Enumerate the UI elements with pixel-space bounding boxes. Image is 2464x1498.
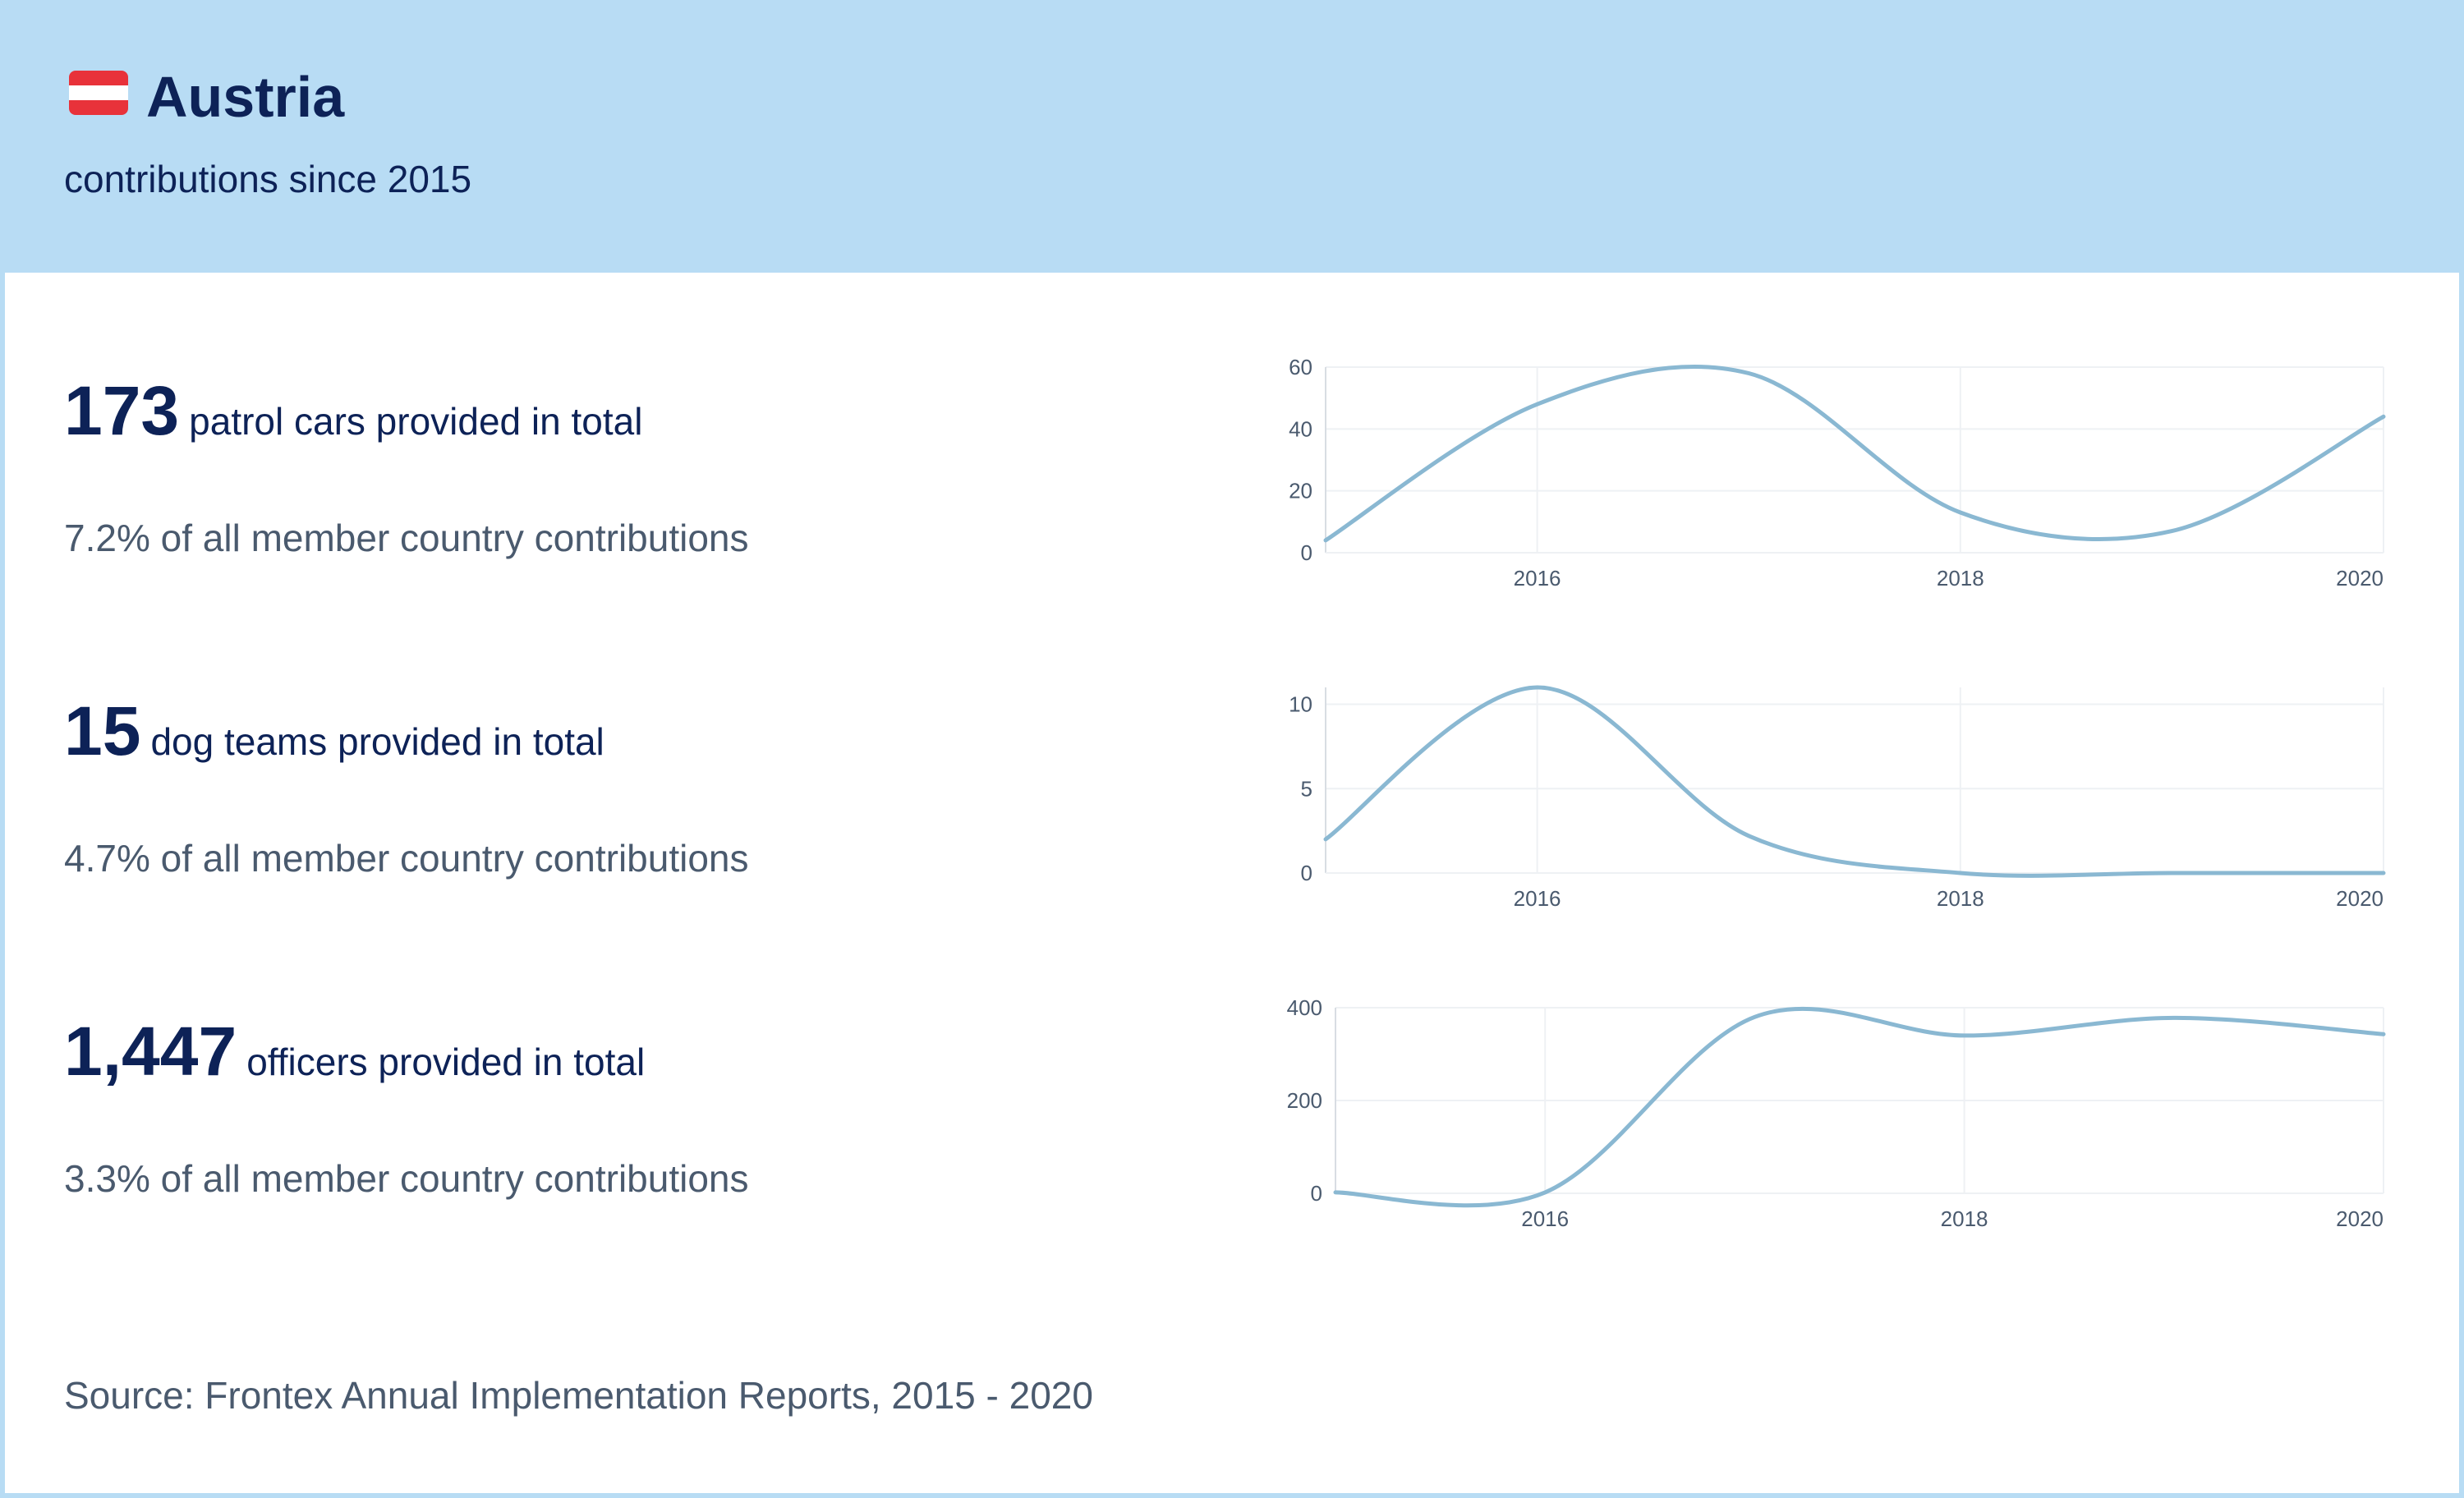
series-line	[1333, 1006, 2386, 1208]
header-banner: Austria contributions since 2015	[0, 0, 2464, 273]
country-title: Austria	[146, 65, 345, 129]
x-tick-label: 2020	[2336, 1206, 2384, 1231]
chart-dog-teams: 0 5 10 2016 2018 2020	[1289, 685, 2386, 911]
stat-value: 173	[64, 372, 180, 449]
austria-flag-icon	[69, 71, 128, 115]
y-tick-label: 60	[1289, 355, 1312, 379]
x-tick-label: 2016	[1514, 886, 1561, 911]
y-tick-label: 200	[1287, 1088, 1322, 1113]
x-tick-label: 2016	[1521, 1206, 1569, 1231]
content-frame	[0, 273, 2464, 1498]
x-tick-label: 2016	[1514, 566, 1561, 590]
header-subtitle: contributions since 2015	[64, 158, 472, 200]
stat-dog-teams: 15 dog teams provided in total	[64, 692, 605, 771]
series-line	[1323, 685, 2386, 878]
stat-patrol-cars: 173 patrol cars provided in total	[64, 371, 642, 451]
y-tick-label: 20	[1289, 479, 1312, 503]
y-tick-label: 0	[1301, 861, 1312, 885]
y-tick-label: 40	[1289, 416, 1312, 441]
stat-label: dog teams provided in total	[150, 720, 605, 763]
stat-value: 15	[64, 692, 141, 770]
source-note: Source: Frontex Annual Implementation Re…	[64, 1374, 1093, 1417]
y-tick-label: 0	[1301, 540, 1312, 565]
stat-label: officers provided in total	[246, 1041, 646, 1083]
y-tick-label: 400	[1287, 995, 1322, 1020]
x-tick-label: 2020	[2336, 566, 2384, 590]
chart-officers: 0 200 400 2016 2018 2020	[1287, 995, 2386, 1231]
x-tick-label: 2018	[1941, 1206, 1988, 1231]
stat-value: 1,447	[64, 1013, 237, 1090]
chart-patrol-cars: 0 20 40 60 2016 2018 2020	[1289, 355, 2386, 590]
y-tick-label: 10	[1289, 692, 1312, 717]
stat-share: 7.2% of all member country contributions	[64, 517, 749, 559]
x-tick-label: 2018	[1937, 886, 1984, 911]
x-tick-label: 2018	[1937, 566, 1984, 590]
stat-officers: 1,447 officers provided in total	[64, 1012, 645, 1091]
series-line	[1323, 364, 2386, 543]
stat-share: 3.3% of all member country contributions	[64, 1157, 749, 1200]
stat-share: 4.7% of all member country contributions	[64, 837, 749, 880]
stat-label: patrol cars provided in total	[189, 400, 643, 443]
x-tick-label: 2020	[2336, 886, 2384, 911]
y-tick-label: 0	[1311, 1181, 1322, 1206]
y-tick-label: 5	[1301, 776, 1312, 801]
